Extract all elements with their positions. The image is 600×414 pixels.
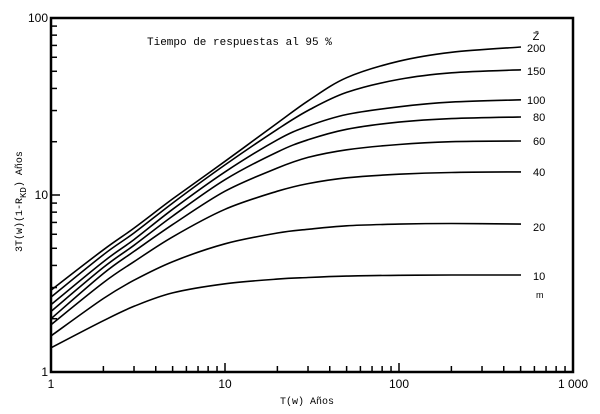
series-label: 100: [527, 95, 545, 107]
y-tick-label: 1: [41, 365, 48, 379]
curve-z-80: [50, 116, 522, 313]
labels: 1 10 100 1 000 1 10 100 Tiempo de respuestas al…: [14, 11, 588, 408]
x-tick-label: 1: [48, 377, 55, 391]
series-label: 20: [533, 222, 545, 234]
curve-z-40: [50, 171, 522, 326]
series-label: 40: [533, 167, 545, 179]
series-label: 60: [533, 136, 545, 148]
curve-z-20: [50, 222, 522, 337]
axis-ticks: [51, 17, 574, 372]
series-label: 200: [527, 43, 545, 55]
data-curves: [50, 46, 522, 349]
y-tick-label: 100: [28, 11, 48, 25]
x-axis-label: T(w) Años: [280, 396, 334, 408]
legend-unit: m: [536, 290, 544, 300]
series-label: 150: [527, 66, 545, 78]
y-tick-label: 10: [35, 188, 49, 202]
curve-z-10: [50, 274, 521, 349]
legend-title: Z̄: [533, 30, 540, 43]
curve-z-150: [50, 69, 522, 298]
series-label: 80: [533, 112, 545, 124]
chart-title: Tiempo de respuestas al 95 %: [147, 37, 332, 49]
curve-z-60: [50, 140, 522, 320]
x-tick-label: 100: [389, 377, 409, 391]
series-label: 10: [533, 271, 545, 283]
curve-z-100: [50, 99, 522, 306]
x-tick-label: 10: [218, 377, 232, 391]
y-axis-label: 3T(w)(1-RKD) Años: [14, 151, 29, 252]
curve-z-200: [50, 46, 522, 291]
x-tick-label: 1 000: [558, 377, 588, 391]
